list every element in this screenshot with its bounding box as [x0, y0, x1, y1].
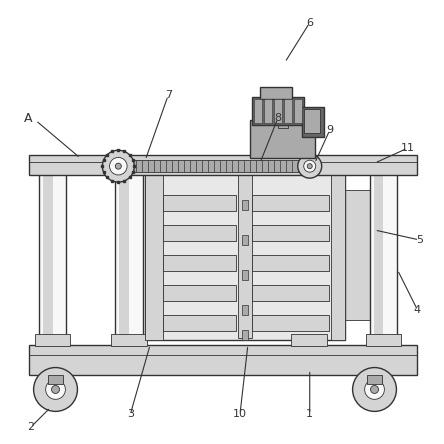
Circle shape — [371, 385, 378, 393]
Bar — [252, 315, 329, 331]
Bar — [242, 305, 248, 315]
Bar — [291, 333, 327, 345]
Bar — [163, 195, 236, 211]
Bar — [28, 155, 417, 175]
Circle shape — [304, 160, 316, 172]
Bar — [28, 345, 417, 375]
Bar — [145, 170, 163, 340]
Bar — [254, 99, 262, 123]
Bar — [242, 235, 248, 245]
Bar — [252, 97, 304, 125]
Text: 3: 3 — [127, 409, 134, 420]
Bar — [294, 99, 302, 123]
Text: 6: 6 — [306, 18, 313, 28]
Bar — [43, 172, 52, 337]
Bar — [367, 375, 382, 385]
Bar — [304, 109, 320, 133]
Bar — [252, 255, 329, 271]
Text: 4: 4 — [414, 305, 421, 315]
Bar — [115, 160, 310, 172]
Bar — [291, 162, 327, 174]
Bar — [260, 87, 292, 99]
Circle shape — [110, 158, 127, 175]
Text: 5: 5 — [416, 235, 423, 245]
Bar — [115, 170, 143, 340]
Bar — [163, 255, 236, 271]
Circle shape — [353, 368, 396, 412]
Text: 10: 10 — [233, 409, 247, 420]
Text: 2: 2 — [27, 422, 34, 432]
Bar — [242, 270, 248, 280]
Bar — [111, 333, 147, 345]
Bar — [365, 162, 401, 174]
Text: 8: 8 — [274, 113, 281, 123]
Bar — [111, 162, 147, 174]
Bar — [284, 99, 292, 123]
Circle shape — [34, 368, 77, 412]
Circle shape — [365, 380, 385, 399]
Bar — [373, 172, 384, 337]
Bar — [238, 172, 252, 337]
Bar — [340, 190, 375, 320]
Bar — [119, 172, 129, 337]
Bar — [278, 120, 288, 128]
Circle shape — [52, 385, 59, 393]
Bar — [48, 375, 63, 385]
Bar — [252, 285, 329, 301]
Bar — [250, 120, 315, 158]
Bar — [365, 333, 401, 345]
Text: 7: 7 — [165, 91, 172, 100]
Bar — [252, 195, 329, 211]
Circle shape — [298, 154, 322, 178]
Bar — [163, 285, 236, 301]
Circle shape — [103, 150, 134, 182]
Bar — [145, 170, 345, 340]
Text: 11: 11 — [400, 143, 414, 153]
Bar — [331, 170, 345, 340]
Bar — [264, 99, 272, 123]
Bar — [274, 99, 282, 123]
Text: A: A — [24, 112, 33, 125]
Bar — [252, 225, 329, 241]
Bar — [39, 170, 67, 340]
Bar — [369, 170, 397, 340]
Bar — [163, 225, 236, 241]
Circle shape — [115, 163, 121, 169]
Bar — [299, 172, 309, 337]
Text: 1: 1 — [306, 409, 313, 420]
Bar — [302, 107, 324, 137]
Bar — [242, 200, 248, 210]
Bar — [163, 315, 236, 331]
Text: 9: 9 — [326, 125, 333, 135]
Circle shape — [307, 164, 312, 169]
Bar — [35, 162, 71, 174]
Bar — [242, 329, 248, 340]
Circle shape — [46, 380, 65, 399]
Bar — [295, 170, 323, 340]
Bar — [35, 333, 71, 345]
